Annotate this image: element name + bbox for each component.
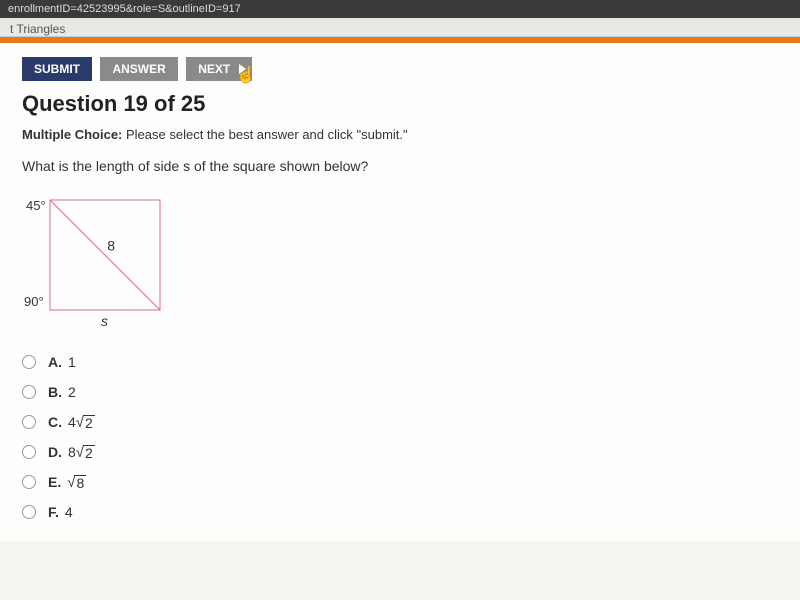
choice-label: A. 1 bbox=[48, 354, 76, 370]
svg-text:8: 8 bbox=[107, 238, 115, 254]
radio-icon[interactable] bbox=[22, 445, 36, 459]
choice-b[interactable]: B. 2 bbox=[22, 377, 778, 407]
sqrt-icon: √8 bbox=[67, 475, 86, 490]
radio-icon[interactable] bbox=[22, 475, 36, 489]
radicand: 8 bbox=[74, 475, 86, 490]
radicand: 2 bbox=[83, 415, 95, 430]
radio-icon[interactable] bbox=[22, 355, 36, 369]
choice-letter: F. bbox=[48, 504, 59, 520]
choice-value: 2 bbox=[68, 384, 76, 400]
choice-letter: D. bbox=[48, 444, 62, 460]
radio-icon[interactable] bbox=[22, 415, 36, 429]
question-prompt: What is the length of side s of the squa… bbox=[22, 158, 778, 174]
choice-label: C. 4√2 bbox=[48, 414, 95, 430]
question-title: Question 19 of 25 bbox=[22, 91, 778, 117]
question-instruction: Multiple Choice: Please select the best … bbox=[22, 127, 778, 142]
choice-label: E. √8 bbox=[48, 474, 86, 490]
tab-label: t Triangles bbox=[10, 22, 65, 36]
choice-f[interactable]: F. 4 bbox=[22, 497, 778, 527]
square-figure: 45° 90° 8 s bbox=[22, 188, 778, 333]
svg-text:90°: 90° bbox=[24, 294, 44, 309]
radio-icon[interactable] bbox=[22, 385, 36, 399]
choice-c[interactable]: C. 4√2 bbox=[22, 407, 778, 437]
choice-e[interactable]: E. √8 bbox=[22, 467, 778, 497]
url-fragment: enrollmentID=42523995&role=S&outlineID=9… bbox=[8, 3, 241, 15]
answer-button[interactable]: ANSWER bbox=[100, 57, 177, 81]
tab-bar: t Triangles bbox=[0, 18, 800, 37]
svg-text:s: s bbox=[101, 313, 108, 328]
choice-value: 1 bbox=[68, 354, 76, 370]
choice-value: 4 bbox=[65, 504, 73, 520]
choice-letter: A. bbox=[48, 354, 62, 370]
cursor-icon: ☝ bbox=[236, 65, 256, 85]
browser-url-bar: enrollmentID=42523995&role=S&outlineID=9… bbox=[0, 0, 800, 18]
radio-icon[interactable] bbox=[22, 505, 36, 519]
choice-label: D. 8√2 bbox=[48, 444, 95, 460]
choice-letter: C. bbox=[48, 414, 62, 430]
choice-label: B. 2 bbox=[48, 384, 76, 400]
sqrt-icon: √2 bbox=[76, 445, 95, 460]
choice-letter: E. bbox=[48, 474, 61, 490]
svg-text:45°: 45° bbox=[26, 198, 46, 213]
button-row: SUBMIT ANSWER NEXT ☝ bbox=[22, 57, 778, 81]
answer-list: A.1B.2C.4√2D.8√2E.√8F.4 bbox=[22, 347, 778, 527]
choice-label: F. 4 bbox=[48, 504, 73, 520]
choice-d[interactable]: D. 8√2 bbox=[22, 437, 778, 467]
sqrt-icon: √2 bbox=[76, 415, 95, 430]
choice-letter: B. bbox=[48, 384, 62, 400]
choice-a[interactable]: A. 1 bbox=[22, 347, 778, 377]
next-button[interactable]: NEXT ☝ bbox=[186, 57, 252, 81]
square-svg: 45° 90° 8 s bbox=[22, 188, 172, 328]
question-panel: SUBMIT ANSWER NEXT ☝ Question 19 of 25 M… bbox=[0, 43, 800, 541]
choice-coef: 8 bbox=[68, 444, 76, 460]
submit-button[interactable]: SUBMIT bbox=[22, 57, 92, 81]
choice-coef: 4 bbox=[68, 414, 76, 430]
radicand: 2 bbox=[83, 445, 95, 460]
